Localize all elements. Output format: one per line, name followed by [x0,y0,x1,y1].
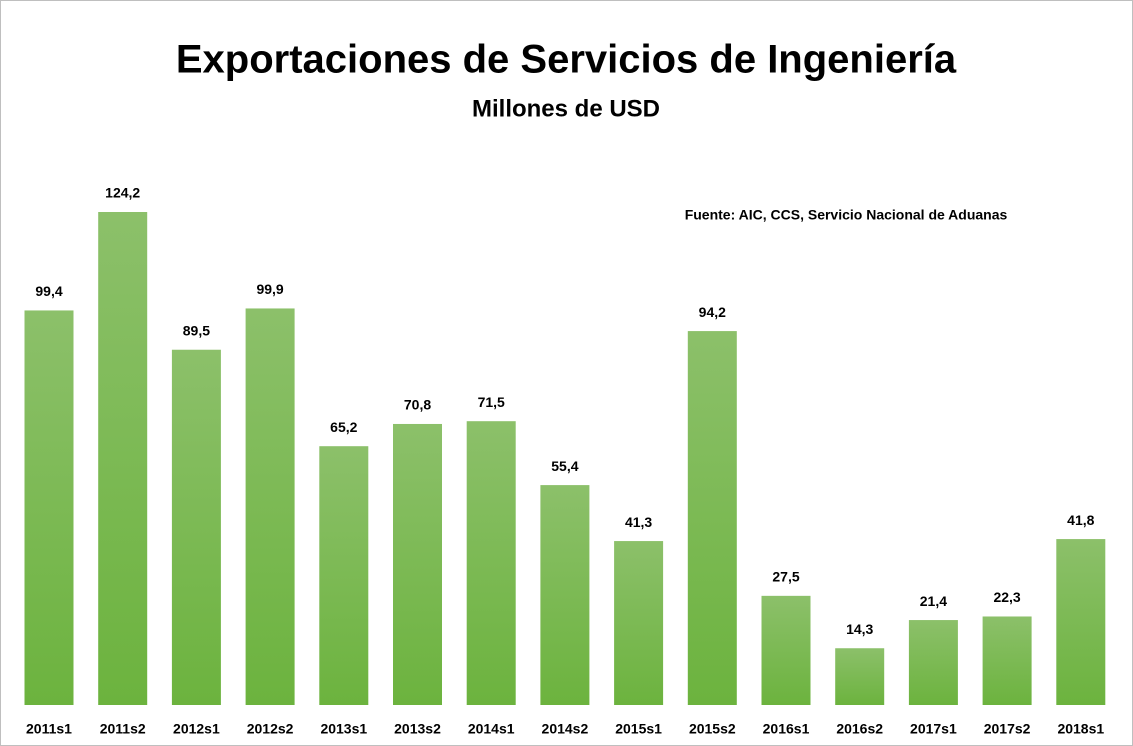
chart-subtitle: Millones de USD [472,95,660,122]
value-label: 65,2 [330,419,357,435]
x-tick-label: 2017s2 [984,721,1031,737]
value-label: 99,4 [35,283,62,299]
bar [761,595,811,705]
bar [835,648,885,705]
value-label: 124,2 [105,185,140,201]
x-tick-label: 2013s2 [394,721,441,737]
value-label: 22,3 [993,589,1020,605]
bar [245,308,295,705]
x-tick-label: 2012s2 [247,721,294,737]
bar [687,331,737,705]
value-label: 14,3 [846,621,873,637]
value-label: 55,4 [551,458,578,474]
x-tick-label: 2016s1 [763,721,810,737]
bar [1056,539,1106,705]
bar [466,421,516,705]
bar [908,620,958,705]
x-tick-label: 2016s2 [836,721,883,737]
x-tick-label: 2018s1 [1057,721,1104,737]
source-note: Fuente: AIC, CCS, Servicio Nacional de A… [685,207,1008,223]
bar [24,310,74,705]
x-tick-label: 2011s1 [26,721,72,737]
value-label: 70,8 [404,397,431,413]
x-tick-label: 2012s1 [173,721,220,737]
x-tick-label: 2011s2 [100,721,146,737]
value-label: 71,5 [478,394,505,410]
bar [319,446,369,705]
chart-title: Exportaciones de Servicios de Ingeniería [176,38,957,82]
value-label: 94,2 [699,304,726,320]
value-label: 99,9 [256,281,283,297]
x-tick-label: 2014s1 [468,721,515,737]
value-label: 41,8 [1067,512,1094,528]
x-tick-label: 2015s1 [615,721,662,737]
value-label: 27,5 [772,569,799,585]
x-tick-label: 2014s2 [542,721,589,737]
value-label: 89,5 [183,322,210,338]
bar [171,349,221,705]
value-label: 21,4 [920,593,947,609]
x-tick-label: 2015s2 [689,721,736,737]
bar [540,485,590,705]
x-tick-label: 2017s1 [910,721,957,737]
bar [393,423,442,705]
bar [982,616,1032,705]
bar [614,541,664,705]
x-tick-label: 2013s1 [320,721,367,737]
bar [98,212,148,705]
value-label: 41,3 [625,514,652,530]
